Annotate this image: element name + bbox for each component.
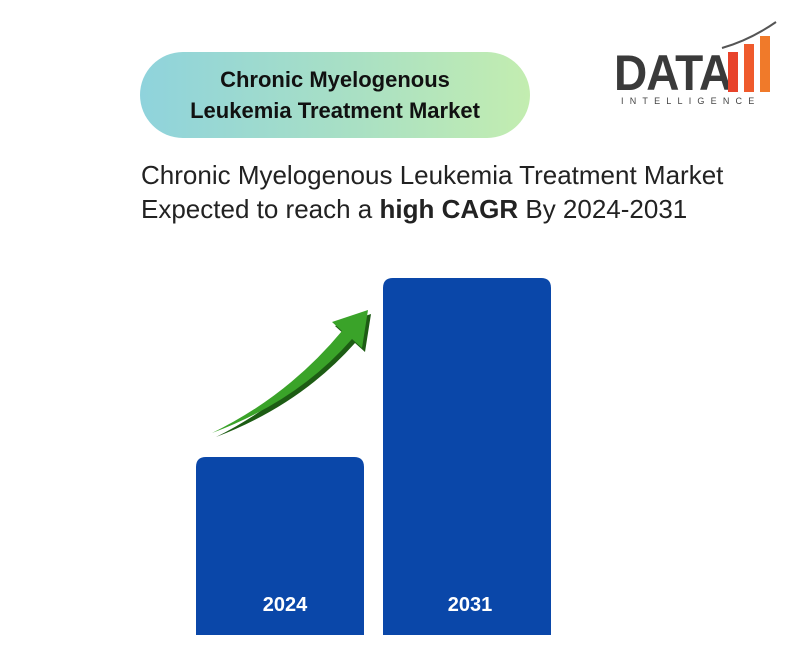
headline: Chronic Myelogenous Leukemia Treatment M… (141, 158, 761, 226)
headline-text: By 2024-2031 (518, 194, 688, 224)
logo-bar (760, 36, 770, 92)
logo-bar (728, 52, 738, 92)
logo-word: DATA (614, 45, 732, 101)
headline-text: Chronic Myelogenous Leukemia Treatment M… (141, 160, 724, 224)
title-pill: Chronic Myelogenous Leukemia Treatment M… (140, 52, 530, 138)
title: Chronic Myelogenous Leukemia Treatment M… (190, 67, 480, 123)
logo-bar (744, 44, 754, 92)
logo-tagline: INTELLIGENCE (621, 96, 761, 106)
bar-label: 2024 (263, 594, 308, 616)
bar (383, 278, 551, 635)
bar-label: 2031 (448, 594, 493, 616)
bar (196, 457, 364, 635)
logo-arrow (721, 21, 777, 49)
headline-emphasis: high CAGR (379, 194, 519, 224)
logo-bars (721, 21, 777, 92)
growth-arrow (212, 310, 368, 433)
